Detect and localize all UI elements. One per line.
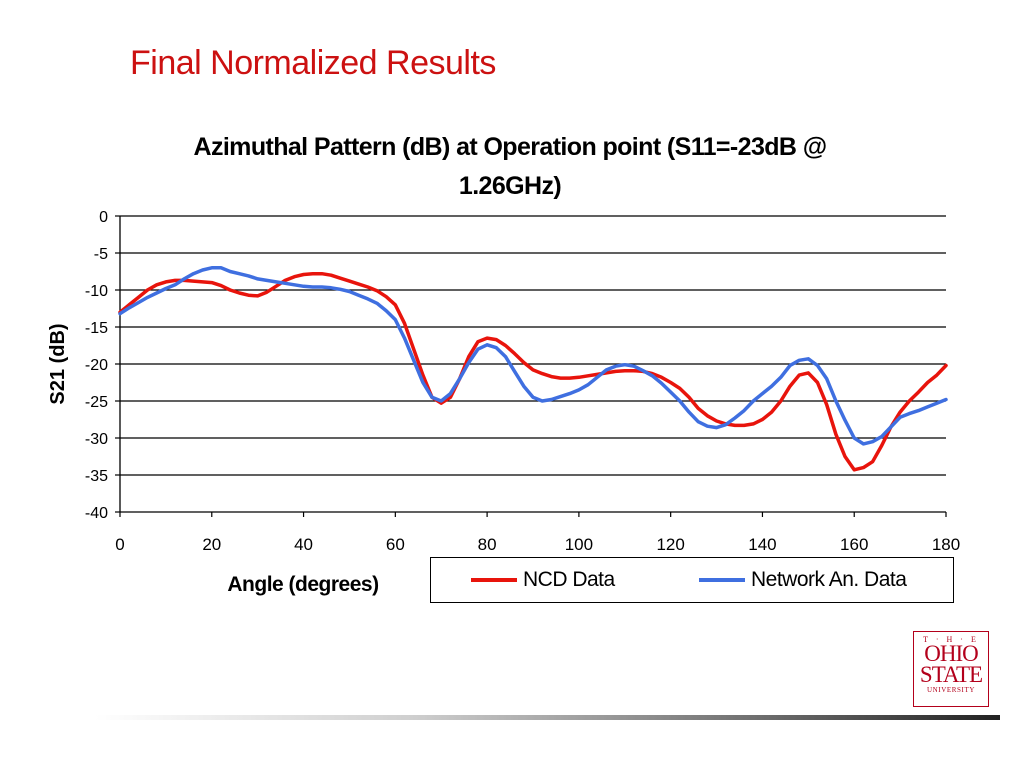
ohio-state-logo: T · H · E OHIO STATE UNIVERSITY [913, 631, 989, 707]
legend-item-ncd: NCD Data [471, 568, 615, 592]
legend-label-ncd: NCD Data [523, 568, 615, 591]
logo-text-university: UNIVERSITY [927, 686, 975, 694]
x-axis-title: Angle (degrees) [227, 573, 378, 596]
x-tick-label: 120 [656, 535, 684, 554]
x-tick-label: 20 [202, 535, 221, 554]
y-tick-label: -15 [85, 320, 108, 337]
y-tick-label: -10 [85, 283, 108, 300]
legend-label-network: Network An. Data [751, 568, 907, 591]
y-tick-label: -35 [85, 468, 108, 485]
x-tick-label: 160 [840, 535, 868, 554]
chart-legend: NCD Data Network An. Data [430, 557, 954, 603]
x-tick-label: 100 [565, 535, 593, 554]
y-tick-label: -30 [85, 431, 108, 448]
chart-title-line2: 1.26GHz) [458, 172, 562, 200]
logo-text-ohio: OHIO [924, 641, 979, 666]
x-tick-label: 0 [115, 535, 124, 554]
legend-swatch-network [699, 578, 745, 582]
slide-title: Final Normalized Results [130, 44, 496, 82]
logo-text-the: T · H · E [923, 635, 979, 644]
y-axis-title: S21 (dB) [47, 323, 69, 404]
legend-item-network: Network An. Data [699, 568, 907, 592]
chart-title-line1: Azimuthal Pattern (dB) at Operation poin… [193, 133, 827, 161]
series-line-ncd [118, 271, 948, 472]
y-tick-label: 0 [99, 209, 108, 226]
x-tick-label: 60 [386, 535, 405, 554]
x-tick-label: 180 [932, 535, 960, 554]
chart-title: Azimuthal Pattern (dB) at Operation poin… [120, 128, 900, 206]
x-tick-label: 140 [748, 535, 776, 554]
x-tick-label: 40 [294, 535, 313, 554]
series-line-network [118, 266, 948, 446]
y-tick-label: -25 [85, 394, 108, 411]
logo-text-state: STATE [919, 662, 983, 687]
y-tick-label: -20 [85, 357, 108, 374]
legend-swatch-ncd [471, 578, 517, 582]
x-tick-label: 80 [478, 535, 497, 554]
y-tick-label: -40 [85, 505, 108, 522]
y-tick-label: -5 [94, 246, 108, 263]
footer-divider [95, 715, 1000, 720]
